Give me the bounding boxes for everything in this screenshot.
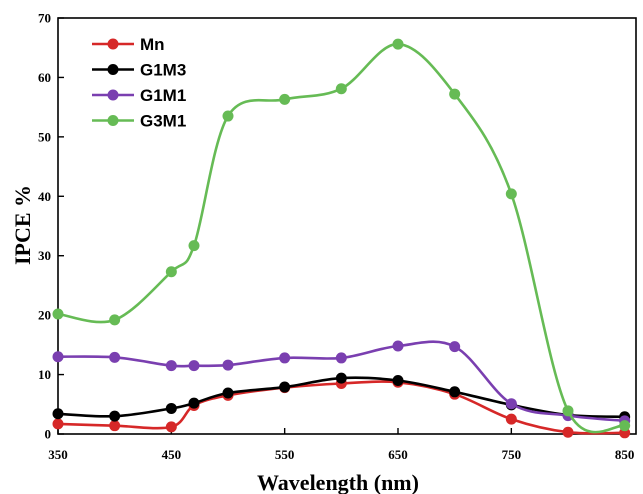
data-point-g1m3 — [52, 408, 64, 420]
data-point-g1m3 — [222, 387, 234, 399]
data-point-g1m3 — [449, 386, 461, 398]
data-point-g3m1 — [392, 38, 404, 50]
data-point-g3m1 — [165, 266, 177, 278]
data-point-mn — [562, 426, 574, 438]
data-point-g3m1 — [52, 308, 64, 320]
x-tick-label: 550 — [275, 447, 295, 462]
data-point-g3m1 — [109, 314, 121, 326]
y-tick-label: 0 — [45, 427, 52, 442]
y-tick-label: 50 — [38, 129, 51, 144]
y-tick-label: 40 — [38, 189, 51, 204]
data-point-g3m1 — [505, 188, 517, 200]
data-point-g3m1 — [188, 240, 200, 252]
data-point-g1m1 — [279, 352, 291, 364]
plot-frame-group — [57, 17, 637, 435]
series-mn — [52, 376, 631, 439]
legend-marker-g3m1 — [107, 115, 119, 126]
legend-item-mn: Mn — [92, 35, 165, 54]
legend-marker-g1m3 — [107, 64, 119, 75]
plot-frame — [57, 17, 637, 435]
series-line-mn — [57, 380, 625, 435]
series-g1m3 — [52, 372, 631, 423]
legend-item-g1m1: G1M1 — [92, 86, 186, 105]
data-point-g3m1 — [449, 88, 461, 100]
y-tick-label: 70 — [38, 11, 51, 26]
series-g3m1 — [52, 38, 631, 434]
x-tick-label: 650 — [388, 447, 408, 462]
legend-label-g1m3: G1M3 — [140, 61, 186, 80]
data-point-g1m3 — [188, 397, 200, 409]
legend-label-mn: Mn — [140, 35, 165, 54]
y-tick-label: 10 — [38, 367, 51, 382]
legend-marker-mn — [107, 38, 119, 50]
x-tick-label: 450 — [162, 447, 182, 462]
legend-item-g3m1: G3M1 — [92, 112, 186, 131]
axis-ticks-group: 0 10 20 30 40 50 60 70 350 450 550 650 750 850 — [38, 11, 634, 463]
legend-item-g1m3: G1M3 — [92, 61, 186, 80]
data-point-g1m3 — [165, 402, 177, 414]
data-point-mn — [109, 420, 121, 432]
x-tick-label: 350 — [48, 447, 68, 462]
data-point-g1m1 — [449, 341, 461, 353]
legend-marker-g1m1 — [107, 89, 119, 101]
data-point-mn — [165, 421, 177, 433]
y-tick-label: 20 — [38, 308, 51, 323]
data-point-g3m1 — [619, 420, 631, 432]
data-point-g1m1 — [505, 398, 517, 410]
data-point-g3m1 — [562, 405, 574, 417]
y-tick-label: 30 — [38, 248, 51, 263]
data-point-g1m1 — [392, 340, 404, 352]
data-point-mn — [52, 418, 64, 430]
legend-label-g1m1: G1M1 — [140, 86, 186, 105]
data-point-g1m3 — [109, 410, 121, 422]
x-tick-label: 750 — [502, 447, 522, 462]
x-axis-title: Wavelength (nm) — [257, 470, 419, 494]
data-point-g1m1 — [165, 360, 177, 372]
data-point-g1m1 — [52, 351, 64, 363]
data-point-g1m1 — [335, 352, 347, 364]
data-point-g1m1 — [109, 351, 121, 363]
data-point-mn — [505, 413, 517, 425]
legend-label-g3m1: G3M1 — [140, 112, 186, 131]
data-point-g1m3 — [279, 381, 291, 393]
data-point-g1m1 — [222, 359, 234, 371]
data-point-g1m1 — [188, 360, 200, 372]
data-point-g3m1 — [222, 110, 234, 122]
y-tick-label: 60 — [38, 70, 51, 85]
y-axis-title: IPCE % — [10, 185, 35, 265]
data-point-g1m3 — [392, 375, 404, 387]
data-point-g1m3 — [335, 372, 347, 384]
series-group — [52, 38, 631, 439]
x-tick-label: 850 — [615, 447, 635, 462]
legend: Mn G1M3 G1M1 G3M1 — [92, 35, 186, 131]
data-point-g3m1 — [335, 83, 347, 95]
data-point-g3m1 — [279, 93, 291, 105]
